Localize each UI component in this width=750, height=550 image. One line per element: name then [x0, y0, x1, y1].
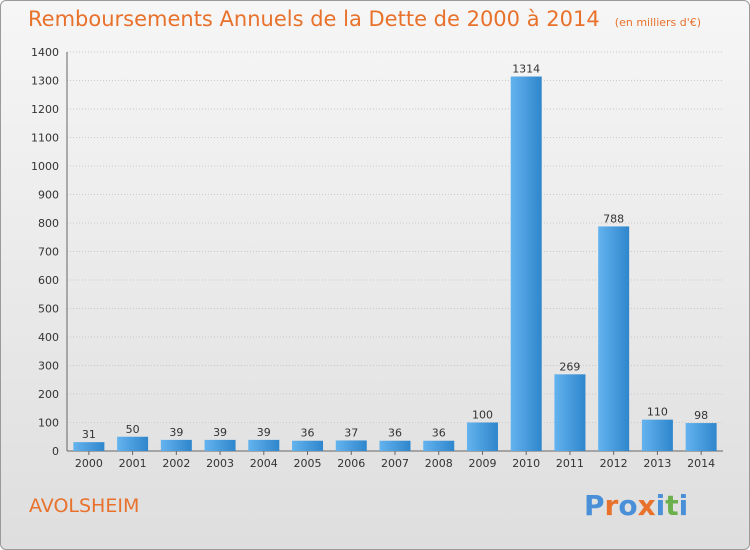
- x-tick-label: 2006: [337, 457, 365, 470]
- y-tick-label: 800: [38, 217, 59, 230]
- bar: [598, 226, 630, 451]
- bar: [685, 423, 717, 451]
- y-tick-label: 1400: [31, 46, 59, 59]
- x-tick-label: 2009: [468, 457, 496, 470]
- bar-value-label: 31: [82, 428, 96, 441]
- x-tick-label: 2001: [119, 457, 147, 470]
- bar: [204, 439, 236, 451]
- bar: [335, 440, 367, 451]
- logo-letter: r: [604, 489, 619, 522]
- bar: [641, 419, 673, 451]
- logo-letter: t: [665, 489, 679, 522]
- bar-value-label: 36: [432, 427, 446, 440]
- y-tick-label: 700: [38, 246, 59, 259]
- y-tick-label: 900: [38, 189, 59, 202]
- x-tick-label: 2011: [556, 457, 584, 470]
- x-tick-label: 2012: [600, 457, 628, 470]
- y-tick-label: 600: [38, 274, 59, 287]
- bar-value-label: 100: [472, 409, 493, 422]
- chart-title: Remboursements Annuels de la Dette de 20…: [28, 7, 701, 31]
- bar-value-label: 110: [647, 406, 668, 419]
- logo-letter: P: [584, 489, 605, 522]
- x-tick-label: 2000: [75, 457, 103, 470]
- x-tick-label: 2008: [425, 457, 453, 470]
- y-tick-label: 1300: [31, 75, 59, 88]
- bar-value-label: 269: [559, 360, 580, 373]
- bar-value-label: 37: [344, 426, 358, 439]
- bar: [73, 442, 105, 451]
- bar-value-label: 36: [301, 427, 315, 440]
- logo-letter: i: [678, 489, 689, 522]
- y-tick-label: 300: [38, 360, 59, 373]
- chart-unit: (en milliers d'€): [614, 16, 702, 29]
- y-tick-label: 500: [38, 303, 59, 316]
- bar: [466, 422, 498, 451]
- bar-value-label: 98: [694, 409, 708, 422]
- y-tick-label: 1000: [31, 160, 59, 173]
- bar-value-label: 39: [213, 426, 227, 439]
- logo-letter: i: [655, 489, 666, 522]
- bar: [248, 439, 280, 451]
- bar: [423, 440, 455, 451]
- bar-value-label: 788: [603, 212, 624, 225]
- x-tick-label: 2003: [206, 457, 234, 470]
- x-tick-label: 2005: [294, 457, 322, 470]
- bar-value-label: 39: [169, 426, 183, 439]
- bar: [554, 374, 586, 451]
- x-tick-label: 2002: [162, 457, 190, 470]
- logo-letter: o: [618, 489, 638, 522]
- bar: [379, 440, 411, 451]
- bar-value-label: 1314: [512, 63, 540, 76]
- x-tick-label: 2010: [512, 457, 540, 470]
- logo-letter: x: [637, 489, 656, 522]
- bar-value-label: 36: [388, 427, 402, 440]
- y-tick-label: 0: [52, 445, 59, 458]
- proxiti-logo: Proxiti: [584, 489, 688, 522]
- y-tick-label: 1100: [31, 132, 59, 145]
- chart-title-text: Remboursements Annuels de la Dette de 20…: [28, 7, 600, 31]
- x-tick-label: 2014: [687, 457, 715, 470]
- y-tick-label: 400: [38, 331, 59, 344]
- bar-value-label: 39: [257, 426, 271, 439]
- city-name: AVOLSHEIM: [29, 495, 140, 517]
- y-tick-label: 100: [38, 417, 59, 430]
- x-tick-label: 2007: [381, 457, 409, 470]
- bar-value-label: 50: [126, 423, 140, 436]
- x-tick-label: 2004: [250, 457, 278, 470]
- bar: [160, 439, 192, 451]
- bar: [117, 436, 149, 451]
- bar: [292, 440, 324, 451]
- y-tick-label: 1200: [31, 103, 59, 116]
- bar: [510, 76, 542, 451]
- x-tick-label: 2013: [643, 457, 671, 470]
- y-tick-label: 200: [38, 388, 59, 401]
